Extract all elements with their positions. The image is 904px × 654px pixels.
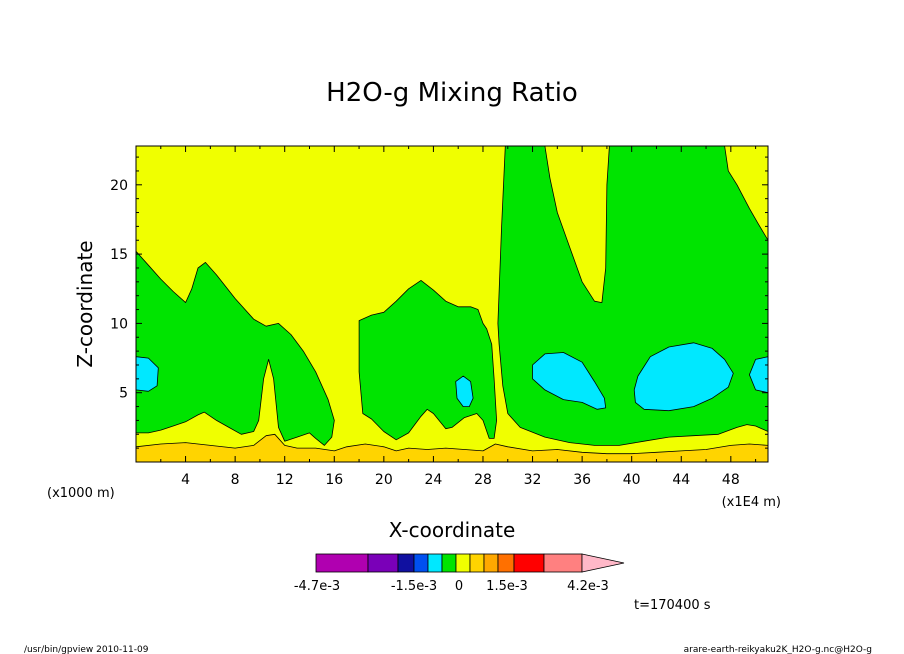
y-tick-label-1: 10 [110, 316, 128, 332]
colorbar-swatch-6 [455, 553, 471, 573]
contour-region-green_right [497, 145, 769, 446]
x-tick-label-1: 8 [231, 472, 240, 488]
colorbar-swatch-9 [497, 553, 515, 573]
x-tick-label-9: 40 [623, 472, 641, 488]
x-tick-label-7: 32 [524, 472, 542, 488]
y-tick-label-3: 20 [110, 178, 128, 194]
colorbar-label-2: 0 [455, 579, 463, 594]
x-tick-label-11: 48 [722, 472, 740, 488]
time-label: t=170400 s [634, 598, 711, 613]
x-tick-label-6: 28 [474, 472, 492, 488]
x-tick-label-10: 44 [672, 472, 690, 488]
x-tick-label-8: 36 [573, 472, 591, 488]
x-tick-label-5: 24 [424, 472, 442, 488]
contour-field [135, 145, 769, 463]
chart-title: H2O-g Mixing Ratio [326, 78, 578, 108]
colorbar-label-4: 4.2e-3 [567, 579, 609, 594]
y-units-label: (x1000 m) [47, 486, 115, 501]
colorbar-swatch-4 [427, 553, 443, 573]
x-tick-label-4: 20 [375, 472, 393, 488]
colorbar-swatch-11 [543, 553, 583, 573]
x-tick-label-2: 12 [276, 472, 294, 488]
y-tick-label-2: 15 [110, 247, 128, 263]
x-tick-label-3: 16 [325, 472, 343, 488]
colorbar [315, 553, 625, 573]
colorbar-swatch-1 [367, 553, 399, 573]
colorbar-label-3: 1.5e-3 [486, 579, 528, 594]
colorbar-swatch-0 [315, 553, 369, 573]
colorbar-label-0: -4.7e-3 [294, 579, 340, 594]
x-units-label: (x1E4 m) [722, 495, 781, 510]
colorbar-swatch-8 [483, 553, 499, 573]
contour-region-cyan_2 [455, 375, 474, 408]
colorbar-swatch-5 [441, 553, 457, 573]
contour-region-orange_bottom [135, 433, 769, 463]
plot-frame [135, 145, 769, 463]
y-tick-label-0: 5 [119, 386, 128, 402]
x-tick-label-0: 4 [181, 472, 190, 488]
colorbar-swatch-2 [397, 553, 415, 573]
footer-left: /usr/bin/gpview 2010-11-09 [24, 645, 149, 654]
contour-region-green_main [135, 250, 335, 446]
x-axis-label: X-coordinate [389, 518, 516, 542]
colorbar-swatch-7 [469, 553, 485, 573]
contour-region-cyan_3 [532, 352, 607, 410]
y-axis-label: Z-coordinate [73, 240, 97, 367]
colorbar-arrow [581, 553, 625, 573]
colorbar-swatch-10 [513, 553, 545, 573]
colorbar-label-1: -1.5e-3 [391, 579, 437, 594]
contour-region-cyan_4 [633, 342, 734, 412]
footer-right: arare-earth-reikyaku2K_H2O-g.nc@H2O-g [684, 645, 872, 654]
colorbar-swatch-3 [413, 553, 429, 573]
